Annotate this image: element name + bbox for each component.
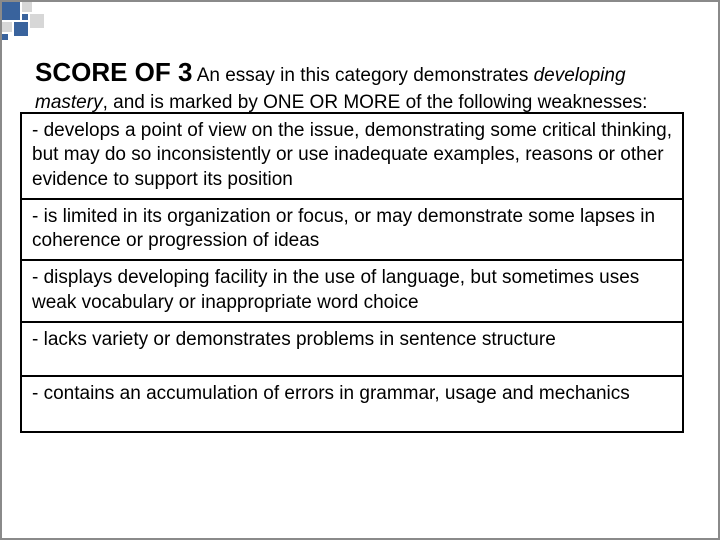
- table-row: - is limited in its organization or focu…: [22, 200, 682, 261]
- decoration-square: [22, 14, 28, 20]
- table-row: - develops a point of view on the issue,…: [22, 114, 682, 200]
- row-text: - contains an accumulation of errors in …: [32, 382, 630, 407]
- score-label: SCORE OF 3: [35, 57, 192, 87]
- row-text: - is limited in its organization or focu…: [32, 205, 672, 254]
- decoration-square: [2, 2, 20, 20]
- decoration-square: [14, 22, 28, 36]
- decoration-square: [30, 14, 44, 28]
- table-row: - lacks variety or demonstrates problems…: [22, 323, 682, 377]
- corner-decoration: [0, 0, 60, 60]
- decoration-square: [22, 2, 32, 12]
- heading-lead: An essay in this category demonstrates: [192, 65, 533, 86]
- criteria-table: - develops a point of view on the issue,…: [20, 112, 684, 433]
- row-text: - develops a point of view on the issue,…: [32, 119, 672, 193]
- table-row: - displays developing facility in the us…: [22, 261, 682, 322]
- decoration-square: [2, 22, 12, 32]
- heading-tail: , and is marked by ONE OR MORE of the fo…: [103, 92, 648, 113]
- decoration-square: [2, 34, 8, 40]
- row-text: - lacks variety or demonstrates problems…: [32, 328, 556, 353]
- slide-content: SCORE OF 3 An essay in this category dem…: [35, 55, 685, 433]
- table-row: - contains an accumulation of errors in …: [22, 377, 682, 431]
- heading-block: SCORE OF 3 An essay in this category dem…: [35, 55, 685, 116]
- row-text: - displays developing facility in the us…: [32, 266, 672, 315]
